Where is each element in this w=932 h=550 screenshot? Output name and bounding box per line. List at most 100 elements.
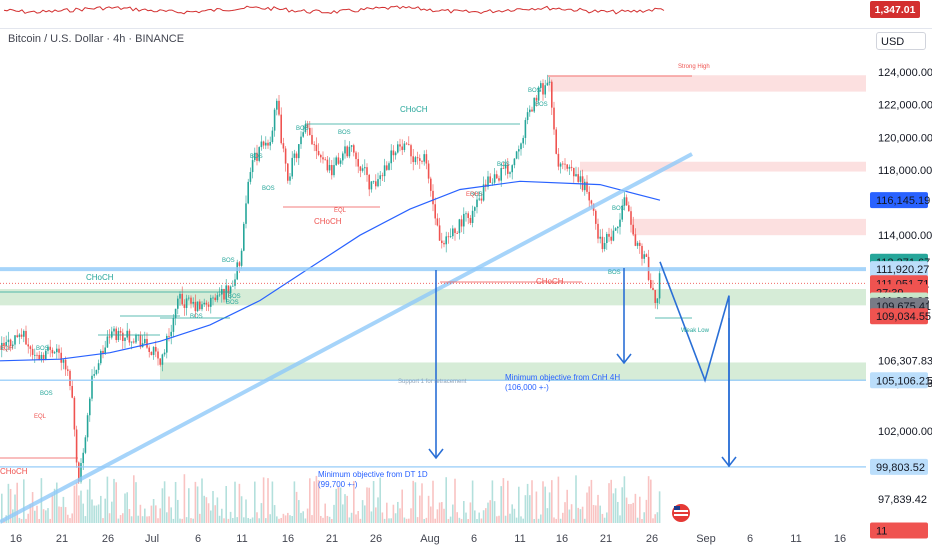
volume-bar [432,480,434,523]
volume-bar [410,508,412,523]
candle [232,280,234,287]
svg-text:BOS: BOS [262,186,275,192]
candle [155,340,157,358]
volume-bar [647,476,650,523]
candle [348,141,351,159]
candle [401,139,403,156]
currency-selector[interactable]: USD [876,32,926,50]
svg-text:BOS: BOS [40,391,53,397]
volume-bar [454,478,456,523]
volume-bar [80,490,82,523]
volume-bar [304,518,307,523]
volume-bar [537,518,540,523]
volume-bar [412,480,414,523]
volume-bar [258,518,260,523]
volume-bar [322,517,324,523]
svg-text:Weak Low: Weak Low [681,328,710,334]
candlesticks [1,74,661,484]
volume-bar [584,518,586,523]
volume-bar [623,476,626,523]
volume-bar [344,494,346,523]
candle [630,206,632,233]
volume-bar [150,505,153,523]
volume-bar [335,488,337,523]
candle [641,243,643,266]
candle [324,156,326,161]
candle [174,308,177,326]
candle [56,344,58,359]
volume-bar [128,508,131,523]
volume-bar [575,475,577,523]
candle [467,211,469,225]
svg-text:BOS: BOS [190,314,203,320]
candle [546,74,549,86]
time-tick: 16 [834,533,846,545]
candle [399,138,401,152]
candle [216,292,219,303]
candle [258,146,260,163]
candle [353,143,355,157]
candle [502,161,505,169]
time-tick: 26 [370,533,382,545]
zone-demand [160,362,866,381]
svg-text:(106,000 +-): (106,000 +-) [505,383,549,392]
candle [608,227,610,242]
volume-bar [421,483,423,523]
indicator-strip [0,0,932,29]
volume-bar [636,517,639,523]
candle [507,158,509,179]
indicator-line [3,5,665,15]
candle [214,293,216,302]
candle [614,227,617,231]
candle [16,329,18,339]
candle [498,175,500,183]
candle [144,331,146,346]
candle [194,294,197,317]
time-tick: Aug [420,533,440,545]
candle [170,324,172,345]
volume-bar [612,493,615,523]
volume-bar [357,511,359,523]
candle [361,164,364,173]
candle [496,170,498,179]
volume-bar [183,474,186,523]
candle [636,240,639,249]
candle [601,228,604,253]
candle [227,285,230,298]
time-tick: 11 [236,533,247,545]
candle [9,338,12,352]
candle [34,348,36,363]
candle [100,349,102,366]
volume-bar [29,503,32,523]
candle [289,173,291,185]
candle [388,161,390,171]
candle [540,80,542,92]
candle [201,301,203,312]
svg-text:Minimum objective from CnH 4H: Minimum objective from CnH 4H [505,373,620,382]
candle [537,85,540,104]
candle [14,334,16,350]
volume-bar [599,505,601,523]
volume-bar [375,507,377,523]
candle [126,322,128,340]
candle [632,216,634,237]
time-tick: 11 [514,533,525,545]
volume-bar [614,488,617,523]
candle [645,253,648,258]
candle [379,170,381,187]
time-axis[interactable]: 16 21 26 Jul 6 11 16 21 26 Aug 6 11 16 21 26 Sep 6 11 16 [10,533,846,545]
svg-text:BOS: BOS [612,206,625,212]
candle [522,135,524,148]
volume-bar [621,487,623,523]
volume-bar [240,496,243,523]
volume-bar [218,515,221,523]
volume-bar [350,512,353,523]
candle [478,191,480,201]
volume-bar [309,478,311,523]
svg-text:109,034.55: 109,034.55 [876,311,931,323]
candle [447,232,450,244]
candle [573,167,575,183]
volume-bar [606,512,608,523]
candle [254,147,256,163]
